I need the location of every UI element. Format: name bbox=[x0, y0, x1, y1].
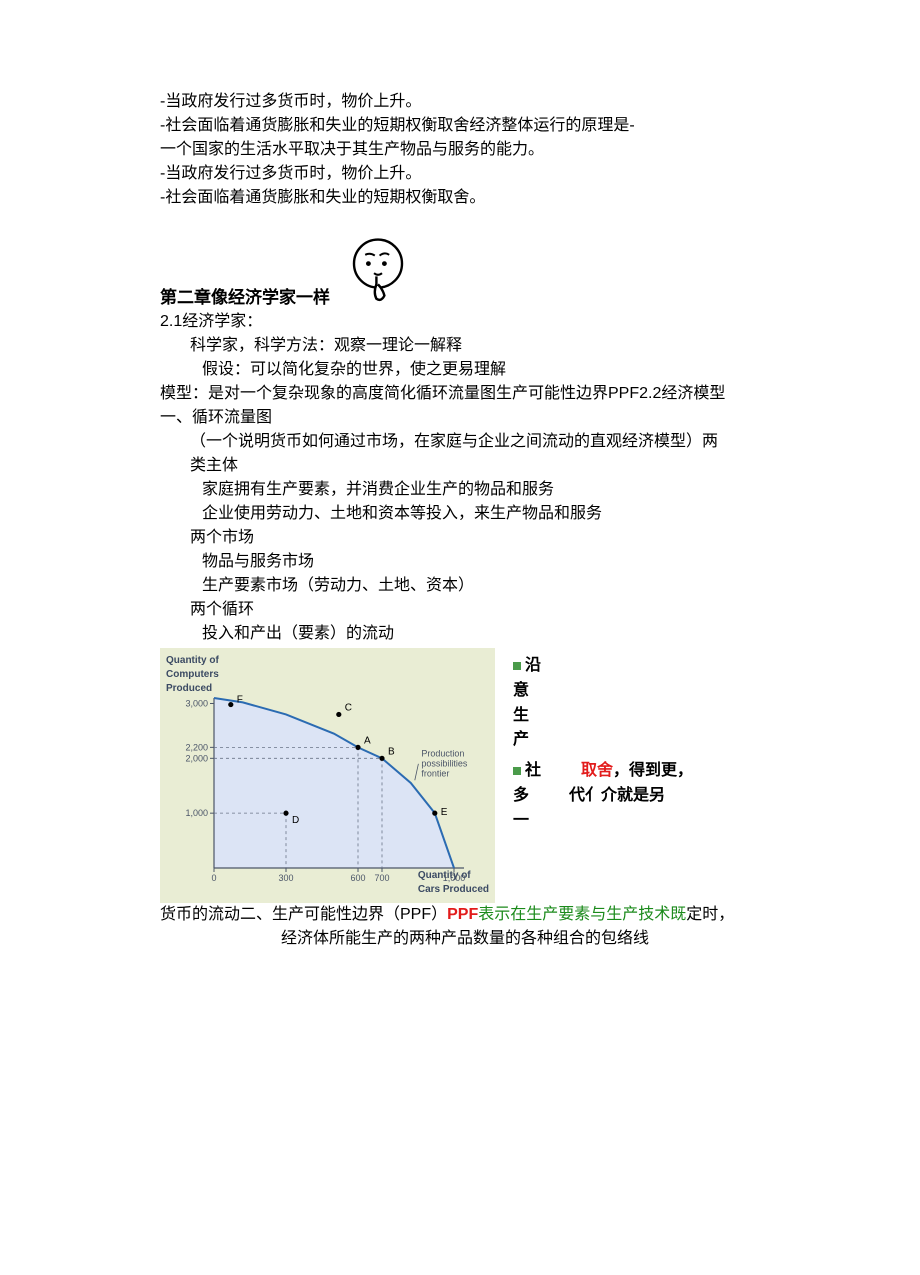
bottom-line-2: 经济体所能生产的两种产品数量的各种组合的包络线 bbox=[160, 927, 770, 951]
chart-y-axis-label: Quantity ofComputersProduced bbox=[166, 654, 219, 696]
part-one-title: 一、循环流量图 bbox=[160, 406, 770, 430]
top-paragraph: -当政府发行过多货币时，物价上升。 bbox=[160, 162, 770, 186]
chapter-heading: 第二章像经济学家一样 bbox=[160, 285, 330, 311]
side-text-line: 意 bbox=[513, 682, 529, 699]
market-item: 物品与服务市场 bbox=[160, 550, 770, 574]
svg-text:300: 300 bbox=[278, 873, 293, 883]
top-paragraph: -当政府发行过多货币时，物价上升。 bbox=[160, 90, 770, 114]
side-text-line: 多代亻介就是另 bbox=[513, 784, 693, 809]
svg-text:700: 700 bbox=[374, 873, 389, 883]
side-block: 社取舍，得到更， 多代亻介就是另 一 bbox=[513, 759, 693, 833]
chapter-heading-row: 第二章像经济学家一样 bbox=[160, 230, 770, 310]
side-text-line: 生 bbox=[513, 707, 529, 724]
svg-text:Productionpossibilitiesfrontie: Productionpossibilitiesfrontier bbox=[421, 748, 468, 778]
chart-row: Quantity ofComputersProduced Quantity of… bbox=[160, 648, 770, 903]
part-one-firm: 企业使用劳动力、土地和资本等投入，来生产物品和服务 bbox=[160, 502, 770, 526]
bottom-line-1: 货币的流动二、生产可能性边界（PPF）PPF表示在生产要素与生产技术既定时， bbox=[160, 903, 770, 927]
svg-text:F: F bbox=[237, 695, 243, 706]
model-line: 模型：是对一个复杂现象的高度简化循环流量图生产可能性边界PPF2.2经济模型 bbox=[160, 382, 770, 406]
svg-text:2,000: 2,000 bbox=[185, 753, 208, 763]
two-cycles-title: 两个循环 bbox=[160, 598, 770, 622]
side-block: 沿 意 生 产 bbox=[513, 654, 693, 753]
two-markets-title: 两个市场 bbox=[160, 526, 770, 550]
thinking-face-image bbox=[338, 230, 418, 310]
side-text-line: 一 bbox=[513, 809, 693, 834]
svg-text:C: C bbox=[345, 702, 352, 713]
top-paragraph: 一个国家的生活水平取决于其生产物品与服务的能力。 bbox=[160, 138, 770, 162]
side-text-line: 社取舍，得到更， bbox=[513, 759, 693, 784]
section-2-1-title: 2.1经济学家： bbox=[160, 310, 770, 334]
svg-text:600: 600 bbox=[350, 873, 365, 883]
svg-text:D: D bbox=[292, 815, 299, 826]
bullet-icon bbox=[513, 662, 521, 670]
section-2-1-line: 假设：可以简化复杂的世界，使之更易理解 bbox=[160, 358, 770, 382]
part-one-home: 家庭拥有生产要素，并消费企业生产的物品和服务 bbox=[160, 478, 770, 502]
svg-text:3,000: 3,000 bbox=[185, 698, 208, 708]
svg-text:1,000: 1,000 bbox=[185, 808, 208, 818]
section-2-1-line: 科学家，科学方法：观察一理论一解释 bbox=[160, 334, 770, 358]
svg-text:0: 0 bbox=[211, 873, 216, 883]
top-paragraph: -社会面临着通货膨胀和失业的短期权衡取舍。 bbox=[160, 186, 770, 210]
svg-text:B: B bbox=[388, 746, 395, 757]
svg-text:E: E bbox=[441, 807, 448, 818]
svg-text:2,200: 2,200 bbox=[185, 742, 208, 752]
side-text-line: 产 bbox=[513, 731, 529, 748]
part-one-desc: 类主体 bbox=[160, 454, 770, 478]
part-one-desc: （一个说明货币如何通过市场，在家庭与企业之间流动的直观经济模型）两 bbox=[160, 430, 770, 454]
top-paragraph: -社会面临着通货膨胀和失业的短期权衡取舍经济整体运行的原理是- bbox=[160, 114, 770, 138]
svg-text:1,000: 1,000 bbox=[443, 873, 466, 883]
ppf-plot-svg: 1,0002,0002,2003,00003006007001,000Produ… bbox=[214, 698, 464, 868]
bullet-icon bbox=[513, 767, 521, 775]
market-item: 生产要素市场（劳动力、土地、资本） bbox=[160, 574, 770, 598]
cycle-item: 投入和产出（要素）的流动 bbox=[160, 622, 770, 646]
ppf-chart: Quantity ofComputersProduced Quantity of… bbox=[160, 648, 495, 903]
chart-side-text: 沿 意 生 产 社取舍，得到更， 多代亻介就是另 一 bbox=[513, 648, 693, 834]
svg-text:A: A bbox=[364, 735, 371, 746]
side-text-line: 沿 bbox=[525, 657, 541, 674]
document-page: -当政府发行过多货币时，物价上升。 -社会面临着通货膨胀和失业的短期权衡取舍经济… bbox=[0, 0, 920, 991]
